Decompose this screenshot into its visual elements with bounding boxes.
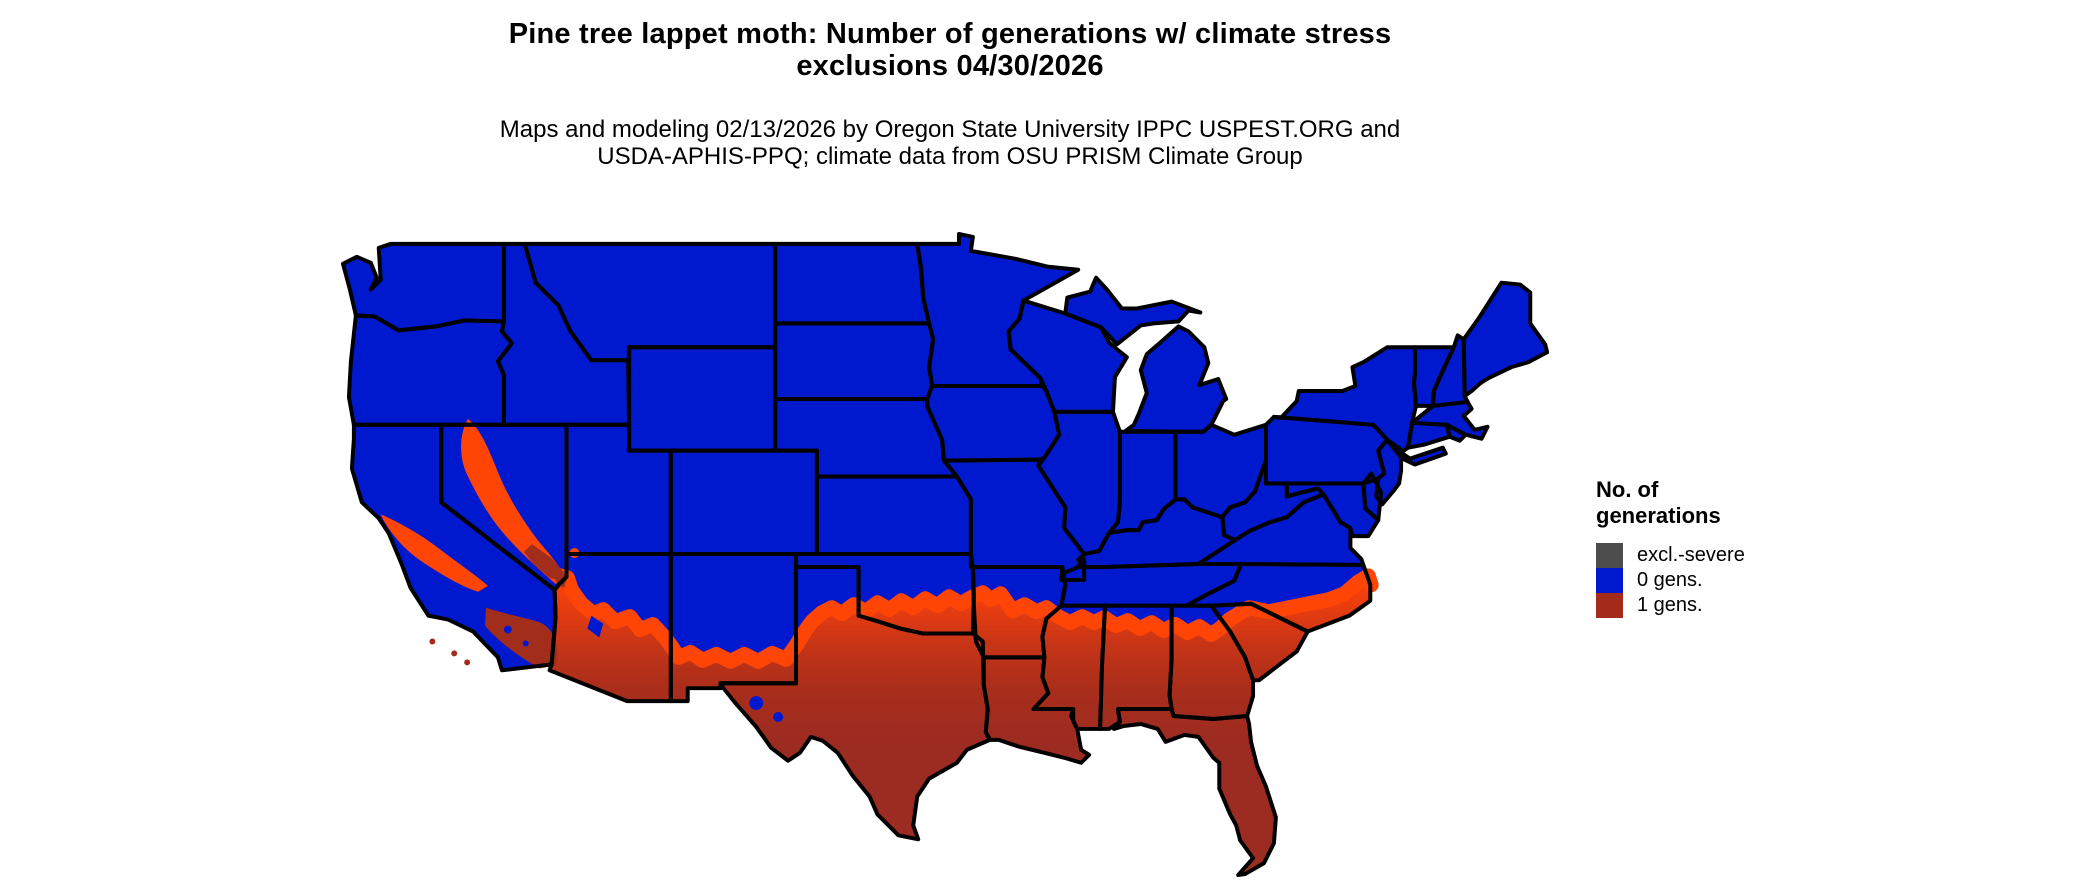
- channel-island: [451, 650, 458, 657]
- legend-swatch: [1596, 593, 1623, 618]
- us-map-svg: [340, 231, 1550, 878]
- socal-mountain-speck: [503, 625, 512, 634]
- legend-title: No. of generations: [1596, 477, 1856, 529]
- california-central-valley-patch: [461, 418, 567, 584]
- page-title-line1: Pine tree lappet moth: Number of generat…: [508, 18, 1392, 50]
- west-texas-mountain-patch: [749, 696, 764, 711]
- channel-island: [464, 659, 471, 666]
- southern-california-patch: [485, 607, 558, 669]
- page-subtitle-line2: USDA-APHIS-PPQ; climate data from OSU PR…: [597, 143, 1303, 170]
- socal-mountain-speck: [522, 640, 529, 647]
- legend-item: excl.-severe: [1596, 543, 1856, 568]
- map-one-generation-region: [380, 418, 1379, 876]
- west-texas-mountain-patch: [773, 712, 784, 722]
- page-title-line2: exclusions 04/30/2026: [796, 50, 1104, 82]
- arizona-highland-patch: [587, 615, 604, 638]
- page-subtitle-line1: Maps and modeling 02/13/2026 by Oregon S…: [499, 116, 1401, 143]
- page-title: Pine tree lappet moth: Number of generat…: [340, 18, 1560, 82]
- one-generation-gradient-area: [549, 574, 1372, 876]
- california-south-valley-patch: [523, 544, 567, 582]
- legend: No. of generations excl.-severe 0 gens. 1 …: [1596, 477, 1856, 618]
- legend-swatch: [1596, 568, 1623, 593]
- legend-label: excl.-severe: [1637, 544, 1745, 566]
- legend-swatch: [1596, 543, 1623, 568]
- legend-item: 1 gens.: [1596, 593, 1856, 618]
- legend-label: 0 gens.: [1637, 569, 1703, 591]
- legend-label: 1 gens.: [1637, 594, 1703, 616]
- page-subtitle: Maps and modeling 02/13/2026 by Oregon S…: [340, 116, 1560, 170]
- california-coast-range-patch: [380, 514, 489, 592]
- one-generation-orange-fringe: [549, 567, 1379, 669]
- legend-items: excl.-severe 0 gens. 1 gens.: [1596, 543, 1856, 618]
- legend-item: 0 gens.: [1596, 568, 1856, 593]
- channel-island: [429, 638, 436, 645]
- us-generations-map: [337, 228, 1569, 884]
- legend-title-line2: generations: [1596, 503, 1721, 528]
- legend-title-line1: No. of: [1596, 477, 1659, 502]
